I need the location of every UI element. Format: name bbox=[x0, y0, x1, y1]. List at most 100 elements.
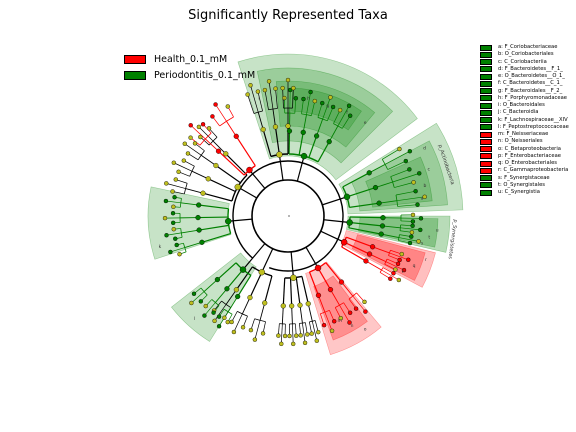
tree-node bbox=[246, 166, 253, 174]
tree-node bbox=[191, 291, 197, 296]
highlight-sector bbox=[340, 230, 436, 288]
sector-letter: h bbox=[307, 96, 310, 102]
tree-branch bbox=[308, 135, 318, 158]
highlight-sector bbox=[313, 275, 368, 341]
tree-branch bbox=[348, 227, 382, 235]
tree-node bbox=[196, 124, 202, 130]
tree-node bbox=[213, 102, 218, 107]
tree-node bbox=[211, 310, 216, 315]
tree-branch bbox=[296, 155, 305, 182]
legend-swatch-periodontitis bbox=[124, 70, 146, 80]
tree-branch bbox=[237, 275, 252, 297]
tree-node bbox=[200, 190, 206, 196]
tree-node bbox=[171, 204, 176, 209]
sector-letter: l bbox=[194, 316, 195, 322]
tree-branch bbox=[166, 232, 182, 236]
tree-node bbox=[401, 267, 407, 273]
tree-branch bbox=[235, 135, 256, 167]
taxa-key-swatch bbox=[480, 88, 492, 95]
highlight-sectors bbox=[147, 53, 464, 356]
tree-node bbox=[171, 160, 177, 165]
tree-node bbox=[290, 274, 297, 281]
tree-branch bbox=[384, 150, 411, 165]
tree-branch bbox=[301, 98, 304, 114]
tree-node bbox=[216, 314, 222, 319]
tree-node bbox=[328, 95, 333, 100]
tree-node bbox=[399, 251, 404, 257]
tree-branch bbox=[268, 81, 274, 110]
sector-letter: k bbox=[159, 244, 162, 250]
tree-branch bbox=[343, 241, 370, 255]
tree-branch bbox=[215, 165, 241, 184]
tree-branch bbox=[190, 125, 206, 140]
tree-node bbox=[273, 86, 278, 91]
tree-node bbox=[338, 279, 345, 285]
tree-branch bbox=[352, 295, 366, 312]
tree-node bbox=[314, 133, 320, 139]
tree-node bbox=[300, 152, 308, 160]
tree-branch bbox=[375, 181, 393, 188]
tree-branch bbox=[216, 262, 237, 281]
tree-node bbox=[320, 100, 325, 106]
taxa-key-swatch bbox=[480, 146, 492, 153]
tree-branch bbox=[249, 271, 263, 298]
taxa-key-label: g: F_Bacteroidales__F_2_ bbox=[498, 87, 563, 94]
tree-node bbox=[346, 103, 352, 108]
taxa-key-swatch bbox=[480, 167, 492, 174]
taxa-key-item: u: C_Synergistia bbox=[480, 189, 569, 196]
taxa-key-item: a: F_Coriobacteriaceae bbox=[480, 44, 569, 51]
tree-node bbox=[411, 180, 416, 185]
tree-branch bbox=[215, 104, 227, 122]
legend-label-periodontitis: Periodontitis_0.1_mM bbox=[154, 69, 256, 81]
taxa-key-swatch bbox=[480, 109, 492, 116]
tree-node bbox=[279, 341, 284, 347]
tree-node bbox=[231, 329, 237, 335]
taxa-key-item: e: O_Bacteroidetes__O_1_ bbox=[480, 73, 569, 80]
sector-letter: n bbox=[351, 324, 354, 329]
tree-branch bbox=[202, 192, 233, 202]
tree-node bbox=[260, 126, 266, 133]
tree-branch bbox=[317, 141, 330, 163]
taxa-key-swatch bbox=[480, 73, 492, 80]
taxa-key-label: o: C_Betaproteobacteria bbox=[498, 145, 561, 152]
taxa-key-label: t: O_Synergistales bbox=[498, 181, 545, 188]
tree-node bbox=[289, 303, 295, 309]
tree-branch bbox=[372, 246, 390, 254]
tree-node bbox=[369, 244, 376, 250]
taxa-key-label: p: F_Enterobacteriaceae bbox=[498, 152, 561, 159]
tree-branch bbox=[294, 98, 297, 114]
tree-branch bbox=[292, 323, 294, 344]
tree-node bbox=[272, 124, 279, 130]
tree-branch bbox=[327, 106, 334, 121]
tree-node bbox=[224, 286, 230, 292]
tree-branch bbox=[394, 182, 414, 188]
tree-node bbox=[213, 162, 219, 169]
tree-branch bbox=[349, 221, 383, 227]
tree-node bbox=[280, 85, 285, 91]
tree-node bbox=[338, 315, 343, 321]
tree-node bbox=[314, 338, 319, 343]
tree-node bbox=[286, 128, 293, 134]
tree-node bbox=[216, 324, 222, 329]
tree-node bbox=[353, 306, 359, 311]
tree-node bbox=[410, 223, 415, 229]
taxa-key-item: k: F_Lachnospiraceae__XIV bbox=[480, 117, 569, 124]
tree-branch bbox=[397, 204, 418, 207]
tree-branch bbox=[308, 271, 320, 296]
sector-letter: e bbox=[364, 121, 367, 126]
tree-nodes bbox=[162, 77, 427, 347]
tree-node bbox=[198, 299, 204, 304]
tree-branch bbox=[346, 236, 373, 248]
tree-branch bbox=[248, 169, 266, 189]
taxa-key-label: j: C_Bacteroidia bbox=[498, 109, 539, 116]
tree-node bbox=[182, 141, 187, 146]
taxa-key-label: c: C_Coriobacteriia bbox=[498, 58, 547, 65]
tree-branch bbox=[191, 291, 205, 304]
taxa-key-swatch bbox=[480, 124, 492, 131]
tree-branch bbox=[170, 247, 185, 253]
tree-branch bbox=[226, 120, 237, 137]
tree-branch bbox=[381, 233, 400, 239]
tree-branch bbox=[339, 305, 350, 323]
tree-node bbox=[422, 194, 427, 199]
tree-branch bbox=[318, 295, 326, 313]
